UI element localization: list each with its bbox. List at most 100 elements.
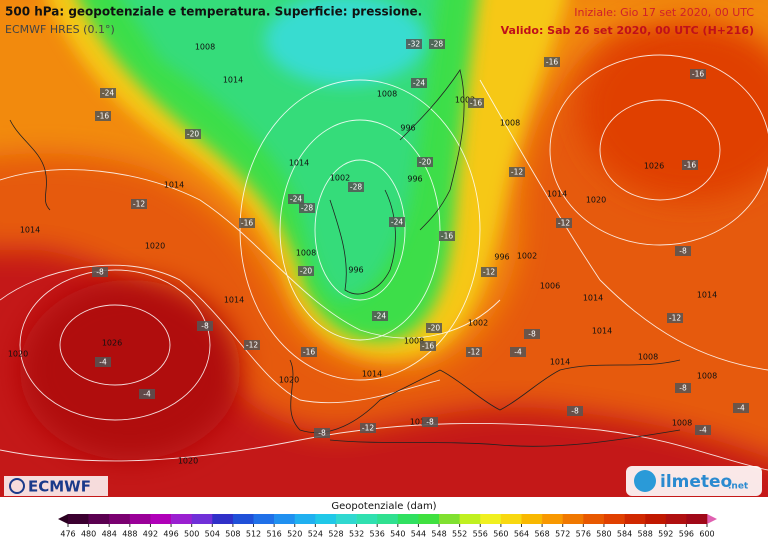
colorbar-bin xyxy=(294,514,316,524)
colorbar-tick-label: 516 xyxy=(266,530,281,539)
colorbar-bin xyxy=(521,514,543,524)
pressure-label: 1014 xyxy=(583,294,603,303)
colorbar-tick-label: 580 xyxy=(596,530,611,539)
temperature-label: -28 xyxy=(431,40,443,49)
temperature-label: -16 xyxy=(692,70,704,79)
colorbar-bin xyxy=(645,514,667,524)
pressure-label: 1002 xyxy=(330,174,350,183)
temperature-box xyxy=(298,266,314,276)
temperature-box xyxy=(733,403,749,413)
temperature-box xyxy=(510,347,526,357)
temperature-box xyxy=(372,311,388,321)
pressure-label: 1008 xyxy=(195,43,215,52)
temperature-box xyxy=(360,423,376,433)
temperature-label: -20 xyxy=(428,324,440,333)
colorbar-bin xyxy=(624,514,646,524)
colorbar-bin xyxy=(150,514,172,524)
colorbar-bin xyxy=(356,514,378,524)
pressure-label: 1008 xyxy=(500,119,520,128)
temperature-box xyxy=(406,39,422,49)
logo-icon xyxy=(9,478,25,494)
temperature-label: -4 xyxy=(514,348,522,357)
colorbar-tick-label: 508 xyxy=(225,530,240,539)
temperature-label: -24 xyxy=(290,195,302,204)
colorbar-tick-label: 560 xyxy=(493,530,508,539)
pressure-label: 1008 xyxy=(672,419,692,428)
logo-bg xyxy=(626,466,762,496)
logo-text: ilmeteo xyxy=(660,472,732,492)
temperature-box xyxy=(411,78,427,88)
colorbar-bin xyxy=(439,514,460,524)
temperature-box xyxy=(348,182,364,192)
logo-text: ECMWF xyxy=(28,478,91,496)
coastlines xyxy=(9,69,681,447)
colorbar-bin xyxy=(562,514,584,524)
temperature-box xyxy=(509,167,525,177)
colorbar-tick-label: 484 xyxy=(102,530,117,539)
colorbar-tick-label: 500 xyxy=(184,530,199,539)
initial-time: Iniziale: Gio 17 set 2020, 00 UTC xyxy=(574,6,754,19)
temperature-box xyxy=(422,417,438,427)
colorbar-bin xyxy=(377,514,399,524)
temperature-label: -8 xyxy=(571,407,579,416)
colorbar-tick-label: 544 xyxy=(411,530,426,539)
temperature-box xyxy=(544,57,560,67)
pressure-label: 1020 xyxy=(8,350,28,359)
temperature-box xyxy=(667,313,683,323)
pressure-label: 1014 xyxy=(224,296,244,305)
pressure-label: 1014 xyxy=(697,291,717,300)
colorbar-tick-label: 476 xyxy=(60,530,75,539)
pressure-label: 1020 xyxy=(279,376,299,385)
temperature-label: -12 xyxy=(558,219,570,228)
temperature-box xyxy=(567,406,583,416)
temperature-label: -24 xyxy=(102,89,114,98)
temperature-label: -12 xyxy=(483,268,495,277)
colorbar-bin xyxy=(603,514,625,524)
colorbar-tick-label: 520 xyxy=(287,530,302,539)
temperature-box xyxy=(524,329,540,339)
colorbar-tick-label: 480 xyxy=(81,530,96,539)
temperature-label: -8 xyxy=(679,247,687,256)
temperature-label: -24 xyxy=(374,312,386,321)
colorbar-bin xyxy=(665,514,687,524)
pressure-label: 1014 xyxy=(20,226,40,235)
temperature-label: -12 xyxy=(362,424,374,433)
colorbar-bin xyxy=(88,514,110,524)
pressure-label: 1020 xyxy=(586,196,606,205)
colorbar-tick-label: 588 xyxy=(638,530,653,539)
temperature-label: -4 xyxy=(699,426,707,435)
temperature-box xyxy=(690,69,706,79)
pressure-label: 1002 xyxy=(517,252,537,261)
pressure-label: 1006 xyxy=(540,282,560,291)
temperature-box xyxy=(185,129,201,139)
pressure-label: 1014 xyxy=(164,181,184,190)
temperature-box xyxy=(288,194,304,204)
colorbar-tick-label: 556 xyxy=(473,530,488,539)
temperature-box xyxy=(139,389,155,399)
colorbar-tick-label: 536 xyxy=(370,530,385,539)
colorbar-tick-label: 584 xyxy=(617,530,632,539)
colorbar-title: Geopotenziale (dam) xyxy=(331,501,436,512)
pressure-label: 996 xyxy=(348,266,363,275)
temperature-label: -4 xyxy=(737,404,745,413)
temperature-box xyxy=(314,428,330,438)
temperature-label: -16 xyxy=(241,219,253,228)
pressure-label: 1014 xyxy=(550,358,570,367)
colorbar-bin xyxy=(686,514,708,524)
temperature-label: -16 xyxy=(441,232,453,241)
temperature-label: -28 xyxy=(350,183,362,192)
colorbar-bin xyxy=(315,514,337,524)
pressure-label: 1014 xyxy=(289,159,309,168)
colorbar-tick-label: 524 xyxy=(308,530,323,539)
colorbar-tick-label: 592 xyxy=(658,530,673,539)
pressure-label: 1008 xyxy=(404,337,424,346)
pressure-label: 1014 xyxy=(410,418,430,427)
temperature-box xyxy=(429,39,445,49)
pressure-label: 1002 xyxy=(455,96,475,105)
map-labels: 1008 1014 1008 996 1014 1002 996 1014 1014 1020 10… xyxy=(8,39,749,466)
temperature-label: -16 xyxy=(684,161,696,170)
colorbar-bin xyxy=(418,514,440,524)
colorbar-tick-label: 596 xyxy=(679,530,694,539)
colorbar-bin xyxy=(191,514,213,524)
